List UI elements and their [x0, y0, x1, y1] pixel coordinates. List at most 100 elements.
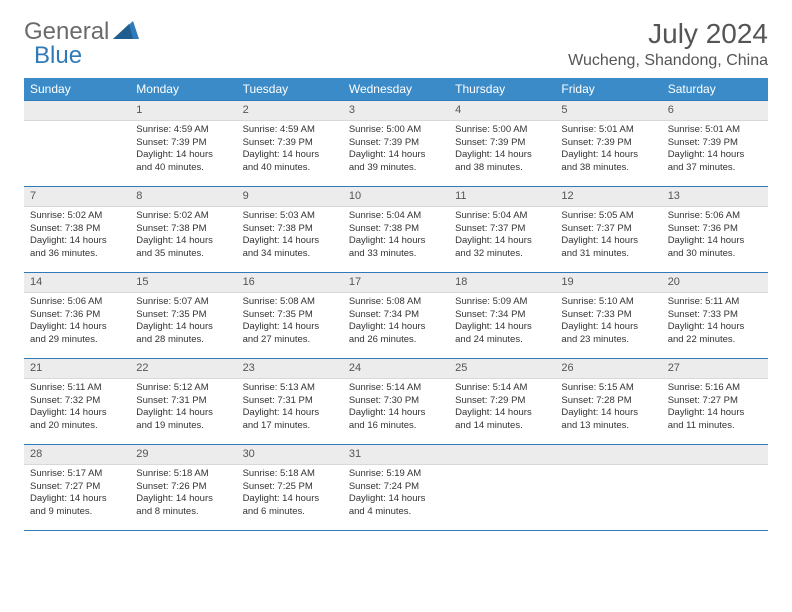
day-details: Sunrise: 5:00 AMSunset: 7:39 PMDaylight:… — [343, 121, 449, 179]
day-number: 8 — [130, 187, 236, 207]
calendar-cell: 4Sunrise: 5:00 AMSunset: 7:39 PMDaylight… — [449, 101, 555, 187]
calendar-cell: 22Sunrise: 5:12 AMSunset: 7:31 PMDayligh… — [130, 359, 236, 445]
daylight-line: Daylight: 14 hours and 29 minutes. — [30, 321, 124, 347]
day-number: 23 — [237, 359, 343, 379]
day-number-empty — [555, 445, 661, 465]
sunrise-line: Sunrise: 5:04 AM — [349, 210, 443, 223]
day-details: Sunrise: 5:14 AMSunset: 7:29 PMDaylight:… — [449, 379, 555, 437]
calendar-cell: 16Sunrise: 5:08 AMSunset: 7:35 PMDayligh… — [237, 273, 343, 359]
day-number: 7 — [24, 187, 130, 207]
calendar-body: 1Sunrise: 4:59 AMSunset: 7:39 PMDaylight… — [24, 101, 768, 531]
calendar-cell: 13Sunrise: 5:06 AMSunset: 7:36 PMDayligh… — [662, 187, 768, 273]
sunset-line: Sunset: 7:39 PM — [668, 137, 762, 150]
daylight-line: Daylight: 14 hours and 33 minutes. — [349, 235, 443, 261]
day-number: 6 — [662, 101, 768, 121]
sunrise-line: Sunrise: 5:06 AM — [668, 210, 762, 223]
day-number: 20 — [662, 273, 768, 293]
day-details: Sunrise: 5:06 AMSunset: 7:36 PMDaylight:… — [662, 207, 768, 265]
sunset-line: Sunset: 7:39 PM — [136, 137, 230, 150]
logo-sub: Blue — [34, 42, 82, 70]
daylight-line: Daylight: 14 hours and 35 minutes. — [136, 235, 230, 261]
day-details: Sunrise: 5:04 AMSunset: 7:37 PMDaylight:… — [449, 207, 555, 265]
day-details: Sunrise: 4:59 AMSunset: 7:39 PMDaylight:… — [130, 121, 236, 179]
calendar-cell — [449, 445, 555, 531]
header: General July 2024 Wucheng, Shandong, Chi… — [24, 18, 768, 70]
sunset-line: Sunset: 7:38 PM — [30, 223, 124, 236]
calendar-cell: 20Sunrise: 5:11 AMSunset: 7:33 PMDayligh… — [662, 273, 768, 359]
day-number: 11 — [449, 187, 555, 207]
sunrise-line: Sunrise: 5:03 AM — [243, 210, 337, 223]
daylight-line: Daylight: 14 hours and 38 minutes. — [561, 149, 655, 175]
calendar-cell: 21Sunrise: 5:11 AMSunset: 7:32 PMDayligh… — [24, 359, 130, 445]
daylight-line: Daylight: 14 hours and 39 minutes. — [349, 149, 443, 175]
calendar-cell: 18Sunrise: 5:09 AMSunset: 7:34 PMDayligh… — [449, 273, 555, 359]
sunrise-line: Sunrise: 5:08 AM — [243, 296, 337, 309]
weekday-header: Friday — [555, 78, 661, 101]
daylight-line: Daylight: 14 hours and 37 minutes. — [668, 149, 762, 175]
day-details: Sunrise: 4:59 AMSunset: 7:39 PMDaylight:… — [237, 121, 343, 179]
day-details: Sunrise: 5:17 AMSunset: 7:27 PMDaylight:… — [24, 465, 130, 523]
day-details: Sunrise: 5:02 AMSunset: 7:38 PMDaylight:… — [24, 207, 130, 265]
daylight-line: Daylight: 14 hours and 38 minutes. — [455, 149, 549, 175]
day-number: 5 — [555, 101, 661, 121]
daylight-line: Daylight: 14 hours and 22 minutes. — [668, 321, 762, 347]
sunrise-line: Sunrise: 4:59 AM — [136, 124, 230, 137]
day-number-empty — [662, 445, 768, 465]
day-number: 1 — [130, 101, 236, 121]
sunrise-line: Sunrise: 5:12 AM — [136, 382, 230, 395]
calendar-cell — [24, 101, 130, 187]
sunrise-line: Sunrise: 5:01 AM — [561, 124, 655, 137]
day-number: 30 — [237, 445, 343, 465]
day-details: Sunrise: 5:01 AMSunset: 7:39 PMDaylight:… — [555, 121, 661, 179]
page-title: July 2024 — [568, 18, 768, 50]
sunset-line: Sunset: 7:27 PM — [668, 395, 762, 408]
day-details: Sunrise: 5:00 AMSunset: 7:39 PMDaylight:… — [449, 121, 555, 179]
weekday-header: Sunday — [24, 78, 130, 101]
day-details: Sunrise: 5:19 AMSunset: 7:24 PMDaylight:… — [343, 465, 449, 523]
day-details: Sunrise: 5:03 AMSunset: 7:38 PMDaylight:… — [237, 207, 343, 265]
calendar-cell: 17Sunrise: 5:08 AMSunset: 7:34 PMDayligh… — [343, 273, 449, 359]
sunset-line: Sunset: 7:37 PM — [561, 223, 655, 236]
day-number: 15 — [130, 273, 236, 293]
sunset-line: Sunset: 7:31 PM — [136, 395, 230, 408]
sunset-line: Sunset: 7:33 PM — [561, 309, 655, 322]
sunset-line: Sunset: 7:35 PM — [243, 309, 337, 322]
sunset-line: Sunset: 7:39 PM — [349, 137, 443, 150]
sunrise-line: Sunrise: 5:00 AM — [455, 124, 549, 137]
logo-text-blue: Blue — [34, 42, 82, 69]
sunset-line: Sunset: 7:34 PM — [455, 309, 549, 322]
weekday-row: SundayMondayTuesdayWednesdayThursdayFrid… — [24, 78, 768, 101]
sunrise-line: Sunrise: 5:06 AM — [30, 296, 124, 309]
location-text: Wucheng, Shandong, China — [568, 52, 768, 70]
sunrise-line: Sunrise: 5:15 AM — [561, 382, 655, 395]
sunrise-line: Sunrise: 5:17 AM — [30, 468, 124, 481]
calendar-cell: 11Sunrise: 5:04 AMSunset: 7:37 PMDayligh… — [449, 187, 555, 273]
calendar-cell: 29Sunrise: 5:18 AMSunset: 7:26 PMDayligh… — [130, 445, 236, 531]
header-right: July 2024 Wucheng, Shandong, China — [568, 18, 768, 70]
daylight-line: Daylight: 14 hours and 19 minutes. — [136, 407, 230, 433]
sunrise-line: Sunrise: 5:19 AM — [349, 468, 443, 481]
day-details: Sunrise: 5:15 AMSunset: 7:28 PMDaylight:… — [555, 379, 661, 437]
sunset-line: Sunset: 7:29 PM — [455, 395, 549, 408]
sunrise-line: Sunrise: 5:02 AM — [30, 210, 124, 223]
day-number: 3 — [343, 101, 449, 121]
calendar-cell: 6Sunrise: 5:01 AMSunset: 7:39 PMDaylight… — [662, 101, 768, 187]
day-details: Sunrise: 5:12 AMSunset: 7:31 PMDaylight:… — [130, 379, 236, 437]
day-number: 16 — [237, 273, 343, 293]
calendar-cell: 3Sunrise: 5:00 AMSunset: 7:39 PMDaylight… — [343, 101, 449, 187]
sunrise-line: Sunrise: 5:13 AM — [243, 382, 337, 395]
calendar-cell — [662, 445, 768, 531]
sunset-line: Sunset: 7:38 PM — [243, 223, 337, 236]
daylight-line: Daylight: 14 hours and 13 minutes. — [561, 407, 655, 433]
sunrise-line: Sunrise: 5:16 AM — [668, 382, 762, 395]
day-number: 24 — [343, 359, 449, 379]
sunset-line: Sunset: 7:32 PM — [30, 395, 124, 408]
day-number: 17 — [343, 273, 449, 293]
calendar-cell: 24Sunrise: 5:14 AMSunset: 7:30 PMDayligh… — [343, 359, 449, 445]
sunset-line: Sunset: 7:27 PM — [30, 481, 124, 494]
daylight-line: Daylight: 14 hours and 40 minutes. — [243, 149, 337, 175]
daylight-line: Daylight: 14 hours and 32 minutes. — [455, 235, 549, 261]
daylight-line: Daylight: 14 hours and 6 minutes. — [243, 493, 337, 519]
sunset-line: Sunset: 7:30 PM — [349, 395, 443, 408]
day-details: Sunrise: 5:01 AMSunset: 7:39 PMDaylight:… — [662, 121, 768, 179]
